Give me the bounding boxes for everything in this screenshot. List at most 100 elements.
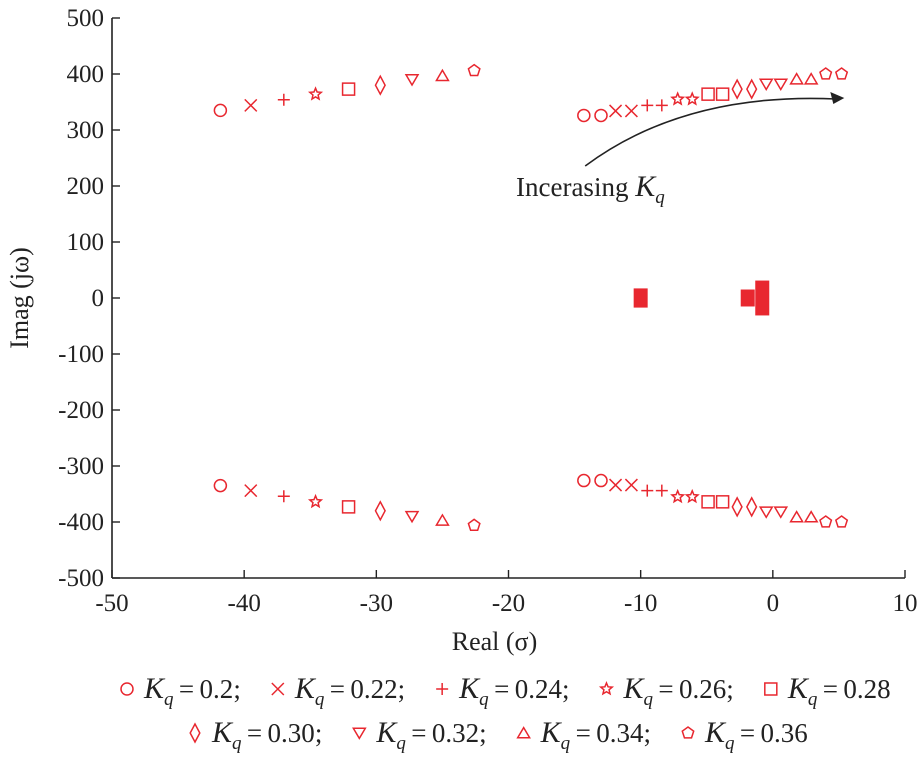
legend-separator: ; [643,718,705,748]
y-tick-label: 400 [67,61,105,88]
y-tick-label: 0 [92,285,105,312]
data-point-plus [655,99,668,112]
axes: 5004003002001000-100-200-300-400-500-50-… [5,5,918,656]
y-tick-label: 200 [67,173,105,200]
real-axis-pole-cluster [633,288,648,308]
data-point-triangle-up [803,72,819,85]
legend-symbol: K [704,716,727,749]
annotation-label: Incerasing [516,172,635,202]
data-point-diamond [731,496,743,518]
legend-separator: ; [233,674,295,704]
real-axis-pole-cluster [740,289,755,307]
data-point-star [307,493,324,509]
legend-symbol: K [211,716,234,749]
legend-subscript: q [315,689,325,710]
data-point-square [715,495,730,509]
legend-marker-plus [436,683,449,695]
y-tick-label: 300 [67,117,105,144]
data-point-plus [277,93,290,106]
increasing-arrow [584,97,837,167]
legend-marker-x [271,682,285,696]
annotation: Incerasing Kq [516,92,845,208]
data-point-triangle-down [404,510,420,524]
annotation-text: Incerasing Kq [516,170,665,208]
y-tick-label: -400 [58,509,104,536]
y-tick-label: -100 [58,341,104,368]
annotation-symbol: K [634,170,657,203]
y-axis-title: Imag (jω) [5,247,34,349]
legend-symbol: K [294,672,317,705]
data-point-x [244,484,258,498]
legend-equals: = 0.26 [653,674,726,704]
legend: Kq = 0.2; Kq = 0.22; Kq = 0.24; Kq = 0.2… [120,672,891,754]
data-point-plus [277,490,290,503]
y-tick-label: -300 [58,453,104,480]
data-point-x [609,478,623,492]
legend-marker-diamond [189,722,201,744]
data-point-square [701,87,715,101]
legend-symbol: K [787,672,810,705]
legend-separator: ; [398,674,460,704]
legend-separator: ; [562,674,624,704]
legend-symbol: K [458,672,481,705]
legend-marker-triangle-up [516,726,531,739]
data-point-circle [213,478,228,493]
x-tick-label: -40 [228,590,261,617]
data-markers [213,63,849,531]
y-tick-label: 500 [67,5,105,32]
data-point-triangle-down [758,78,774,91]
arrowhead [830,92,845,104]
data-point-triangle-down [758,506,774,519]
legend-subscript: q [396,733,406,754]
legend-symbol: K [622,672,645,705]
data-point-pentagon [467,63,481,77]
legend-equals: = 0.2 [174,674,234,704]
data-point-diamond [374,500,386,522]
legend-subscript: q [644,689,654,710]
data-point-diamond [746,496,758,518]
data-point-circle [577,473,591,488]
data-point-plus [655,484,668,497]
data-point-triangle-down [773,78,789,91]
legend-separator: ; [479,718,541,748]
data-point-pentagon [834,515,849,528]
data-point-pentagon [834,67,849,80]
data-point-square [715,87,730,101]
legend-symbol: K [143,672,166,705]
data-point-square [701,495,715,509]
data-point-triangle-up [789,510,804,523]
legend-equals: = 0.34 [570,718,644,748]
data-point-circle [594,108,608,123]
legend-symbol: K [375,716,398,749]
legend-equals: = 0.36 [735,718,808,748]
data-point-diamond [731,78,743,100]
legend-row: Kq = 0.2; Kq = 0.22; Kq = 0.24; Kq = 0.2… [143,672,891,710]
legend-equals: = 0.24 [489,674,563,704]
data-point-diamond [746,78,758,100]
data-point-x [624,478,638,492]
legend-symbol: K [540,716,563,749]
data-point-plus [641,484,654,497]
data-point-pentagon [819,67,833,80]
data-point-star [684,91,700,106]
legend-equals: = 0.28 [817,674,890,704]
data-point-triangle-up [435,513,450,526]
data-point-star [307,86,324,101]
data-point-x [609,104,623,118]
real-axis-poles [633,280,770,316]
x-tick-label: 0 [767,590,780,617]
data-point-star [670,91,686,106]
legend-subscript: q [479,689,489,710]
legend-equals: = 0.32 [406,718,479,748]
legend-equals: = 0.30 [242,718,315,748]
data-point-diamond [374,74,386,96]
legend-separator: ; [726,674,788,704]
data-point-triangle-up [803,510,819,523]
legend-equals: = 0.22 [324,674,397,704]
data-point-triangle-up [435,68,450,82]
y-tick-label: 100 [67,229,105,256]
data-point-triangle-down [773,506,789,519]
legend-separator: ; [315,718,377,748]
legend-subscript: q [561,733,571,754]
